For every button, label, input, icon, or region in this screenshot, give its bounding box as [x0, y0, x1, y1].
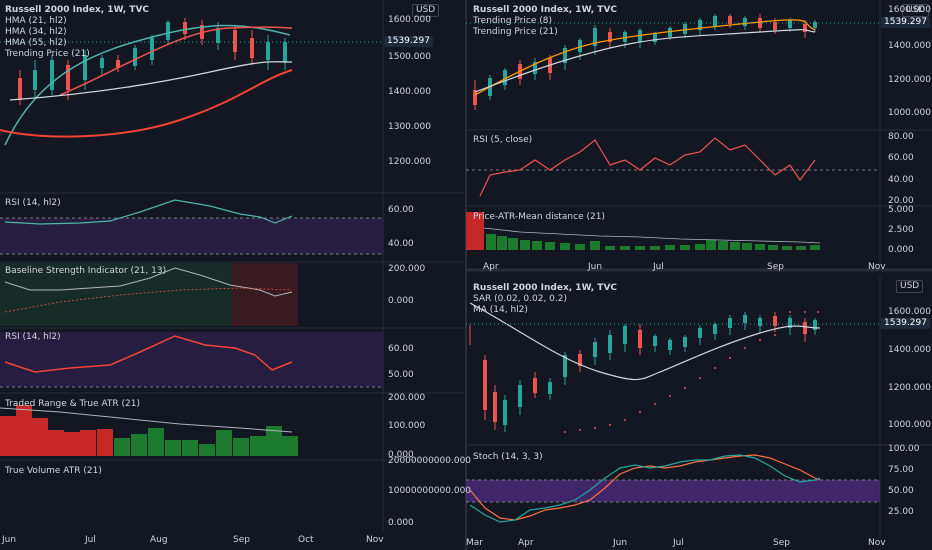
left-true-volume-ytick: 10000000000.000	[388, 486, 472, 496]
left-traded-range-title[interactable]: Traded Range & True ATR (21)	[5, 399, 140, 409]
right-bottom-legend-ma[interactable]: MA (14, hl2)	[473, 305, 528, 315]
left-rsi2-title[interactable]: RSI (14, hl2)	[5, 332, 61, 342]
left-legend-hma55[interactable]: HMA (55, hl2)	[5, 38, 67, 48]
right-bottom-xtick: Apr	[518, 538, 534, 548]
right-top-ytick: 1600.000	[888, 5, 931, 15]
left-xtick: Aug	[150, 535, 168, 545]
right-top-xtick: Jun	[588, 262, 603, 272]
right-bottom-ytick: 1200.000	[888, 383, 931, 393]
left-rsi2-ytick: 50.00	[388, 370, 414, 380]
right-top-ytick: 1200.000	[888, 75, 931, 85]
left-traded-range-ytick: 200.000	[388, 393, 426, 403]
right-bottom-stoch-ytick: 25.00	[888, 507, 914, 517]
right-bottom-ytick: 1000.000	[888, 420, 931, 430]
right-top-xtick: Apr	[483, 262, 499, 272]
left-xtick: Sep	[233, 535, 250, 545]
left-ytick: 1600.000	[388, 15, 431, 25]
left-ytick: 1200.000	[388, 157, 431, 167]
left-legend-trending-price[interactable]: Trending Price (21)	[5, 49, 90, 59]
right-top-xtick: Jul	[653, 262, 664, 272]
right-top-price-atr-ytick: 0.000	[888, 245, 914, 255]
left-legend-hma34[interactable]: HMA (34, hl2)	[5, 27, 67, 37]
right-top-rsi-ytick: 40.00	[888, 175, 914, 185]
left-baseline-ytick: 0.000	[388, 296, 414, 306]
right-top-legend-trending-21[interactable]: Trending Price (21)	[473, 27, 558, 37]
left-price-tag: 1539.297	[384, 36, 433, 47]
left-ytick: 1400.000	[388, 87, 431, 97]
left-rsi1-title[interactable]: RSI (14, hl2)	[5, 198, 61, 208]
right-bottom-xtick: Sep	[773, 538, 790, 548]
right-top-ytick: 1400.000	[888, 41, 931, 51]
right-top-rsi-title[interactable]: RSI (5, close)	[473, 135, 533, 145]
left-currency-badge[interactable]: USD	[412, 4, 440, 17]
left-true-volume-ytick: 0.000	[388, 518, 414, 528]
right-top-xtick: Nov	[868, 262, 886, 272]
right-bottom-legend-sar[interactable]: SAR (0.02, 0.02, 0.2)	[473, 294, 568, 304]
left-traded-range-ytick: 100.000	[388, 421, 426, 431]
right-bottom-stoch-ytick: 50.00	[888, 486, 914, 496]
right-top-rsi-ytick: 20.00	[888, 196, 914, 206]
right-bottom-ytick: 1400.000	[888, 345, 931, 355]
right-top-rsi-ytick: 60.00	[888, 153, 914, 163]
left-rsi2-ytick: 60.00	[388, 344, 414, 354]
left-xtick: Oct	[298, 535, 314, 545]
left-baseline-title[interactable]: Baseline Strength Indicator (21, 13)	[5, 266, 167, 276]
left-baseline-ytick: 200.000	[388, 264, 426, 274]
right-bottom-ytick: 1600.000	[888, 307, 931, 317]
right-top-price-atr-title[interactable]: Price-ATR-Mean distance (21)	[473, 212, 605, 222]
right-bottom-xtick: Jun	[613, 538, 628, 548]
left-chart-title: Russell 2000 Index, 1W, TVC	[5, 5, 150, 15]
left-legend-hma21[interactable]: HMA (21, hl2)	[5, 16, 67, 26]
left-rsi1-ytick: 60.00	[388, 205, 414, 215]
left-true-volume-ytick: 20000000000.000	[388, 456, 472, 466]
right-bottom-currency-badge[interactable]: USD	[896, 280, 924, 293]
right-top-price-tag: 1539.297	[881, 17, 930, 28]
right-top-price-atr-ytick: 2.500	[888, 225, 914, 235]
right-bottom-xtick: Mar	[466, 538, 483, 548]
right-bottom-stoch-ytick: 75.00	[888, 465, 914, 475]
right-bottom-stoch-title[interactable]: Stoch (14, 3, 3)	[473, 452, 543, 462]
left-rsi1-ytick: 40.00	[388, 239, 414, 249]
right-top-currency-badge[interactable]: USD	[902, 4, 930, 17]
left-xtick: Nov	[366, 535, 384, 545]
left-xtick: Jun	[2, 535, 17, 545]
right-bottom-chart-title: Russell 2000 Index, 1W, TVC	[473, 283, 618, 293]
left-xtick: Jul	[85, 535, 96, 545]
right-top-chart-title: Russell 2000 Index, 1W, TVC	[473, 5, 618, 15]
right-top-xtick: Sep	[767, 262, 784, 272]
right-bottom-price-tag: 1539.297	[881, 318, 930, 329]
right-top-legend-trending-8[interactable]: Trending Price (8)	[473, 16, 552, 26]
right-top-price-atr-ytick: 5.000	[888, 205, 914, 215]
right-bottom-xtick: Jul	[673, 538, 684, 548]
right-bottom-xtick: Nov	[868, 538, 886, 548]
right-top-ytick: 1000.000	[888, 108, 931, 118]
left-ytick: 1500.000	[388, 52, 431, 62]
right-bottom-stoch-ytick: 100.00	[888, 444, 920, 454]
right-top-rsi-ytick: 80.00	[888, 132, 914, 142]
left-true-volume-title[interactable]: True Volume ATR (21)	[5, 466, 102, 476]
left-ytick: 1300.000	[388, 122, 431, 132]
left-traded-range-ytick: 0.000	[388, 450, 414, 460]
